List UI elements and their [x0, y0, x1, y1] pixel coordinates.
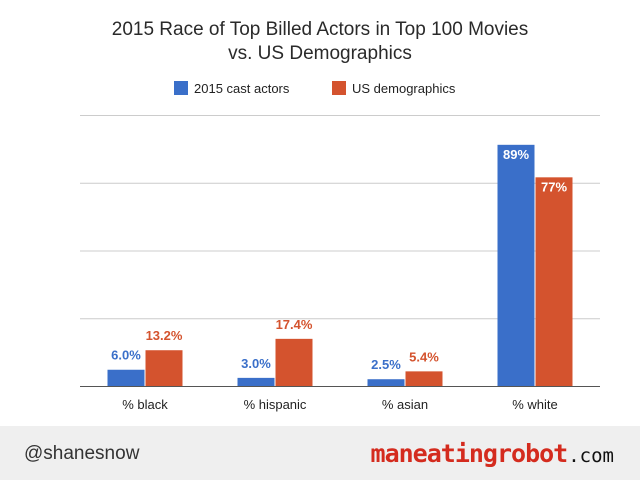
chart-title-line-2: vs. US Demographics: [228, 43, 412, 64]
bar-demographics-3: [535, 177, 573, 386]
legend-item-demographics: US demographics: [332, 78, 455, 98]
brand-logo-tld: .com: [568, 445, 614, 467]
x-tick-label-0: % black: [122, 397, 168, 412]
bar-chart: 6.0% 13.2% % black 3.0% 17.4% % hispanic 2.5% 5…: [80, 115, 600, 412]
legend-item-cast: 2015 cast actors: [174, 78, 289, 98]
brand-logo-text: maneatingrobot: [370, 438, 569, 468]
chart-title: 2015 Race of Top Billed Actors in Top 10…: [0, 18, 640, 66]
legend-swatch-demographics: [332, 81, 346, 95]
data-label-cast-1: 3.0%: [241, 356, 271, 371]
legend-label-demographics: US demographics: [352, 80, 456, 96]
bar-cast-3: [497, 144, 535, 386]
data-label-cast-2: 2.5%: [371, 357, 401, 372]
bar-cast-1: [237, 377, 275, 386]
data-label-cast-3: 89%: [503, 147, 529, 162]
data-label-demographics-3: 77%: [541, 179, 567, 194]
author-handle: @shanesnow: [24, 443, 140, 464]
x-tick-label-1: % hispanic: [244, 397, 307, 412]
chart-legend: 2015 cast actors US demographics: [0, 78, 640, 98]
bar-demographics-0: [145, 350, 183, 386]
bar-cast-2: [367, 379, 405, 386]
bar-demographics-2: [405, 371, 443, 386]
bar-cast-0: [107, 369, 145, 386]
data-label-cast-0: 6.0%: [111, 348, 141, 363]
chart-title-line-1: 2015 Race of Top Billed Actors in Top 10…: [111, 19, 529, 40]
data-label-demographics-1: 17.4%: [276, 317, 313, 332]
legend-label-cast: 2015 cast actors: [194, 80, 290, 96]
brand-logo: maneatingrobot .com: [371, 434, 614, 472]
bar-demographics-1: [275, 338, 313, 386]
data-label-demographics-0: 13.2%: [146, 328, 183, 343]
data-label-demographics-2: 5.4%: [409, 349, 439, 364]
x-tick-label-3: % white: [512, 397, 558, 412]
x-tick-label-2: % asian: [382, 397, 428, 412]
legend-swatch-cast: [174, 81, 188, 95]
footer-bar: @shanesnow maneatingrobot .com: [0, 426, 640, 480]
